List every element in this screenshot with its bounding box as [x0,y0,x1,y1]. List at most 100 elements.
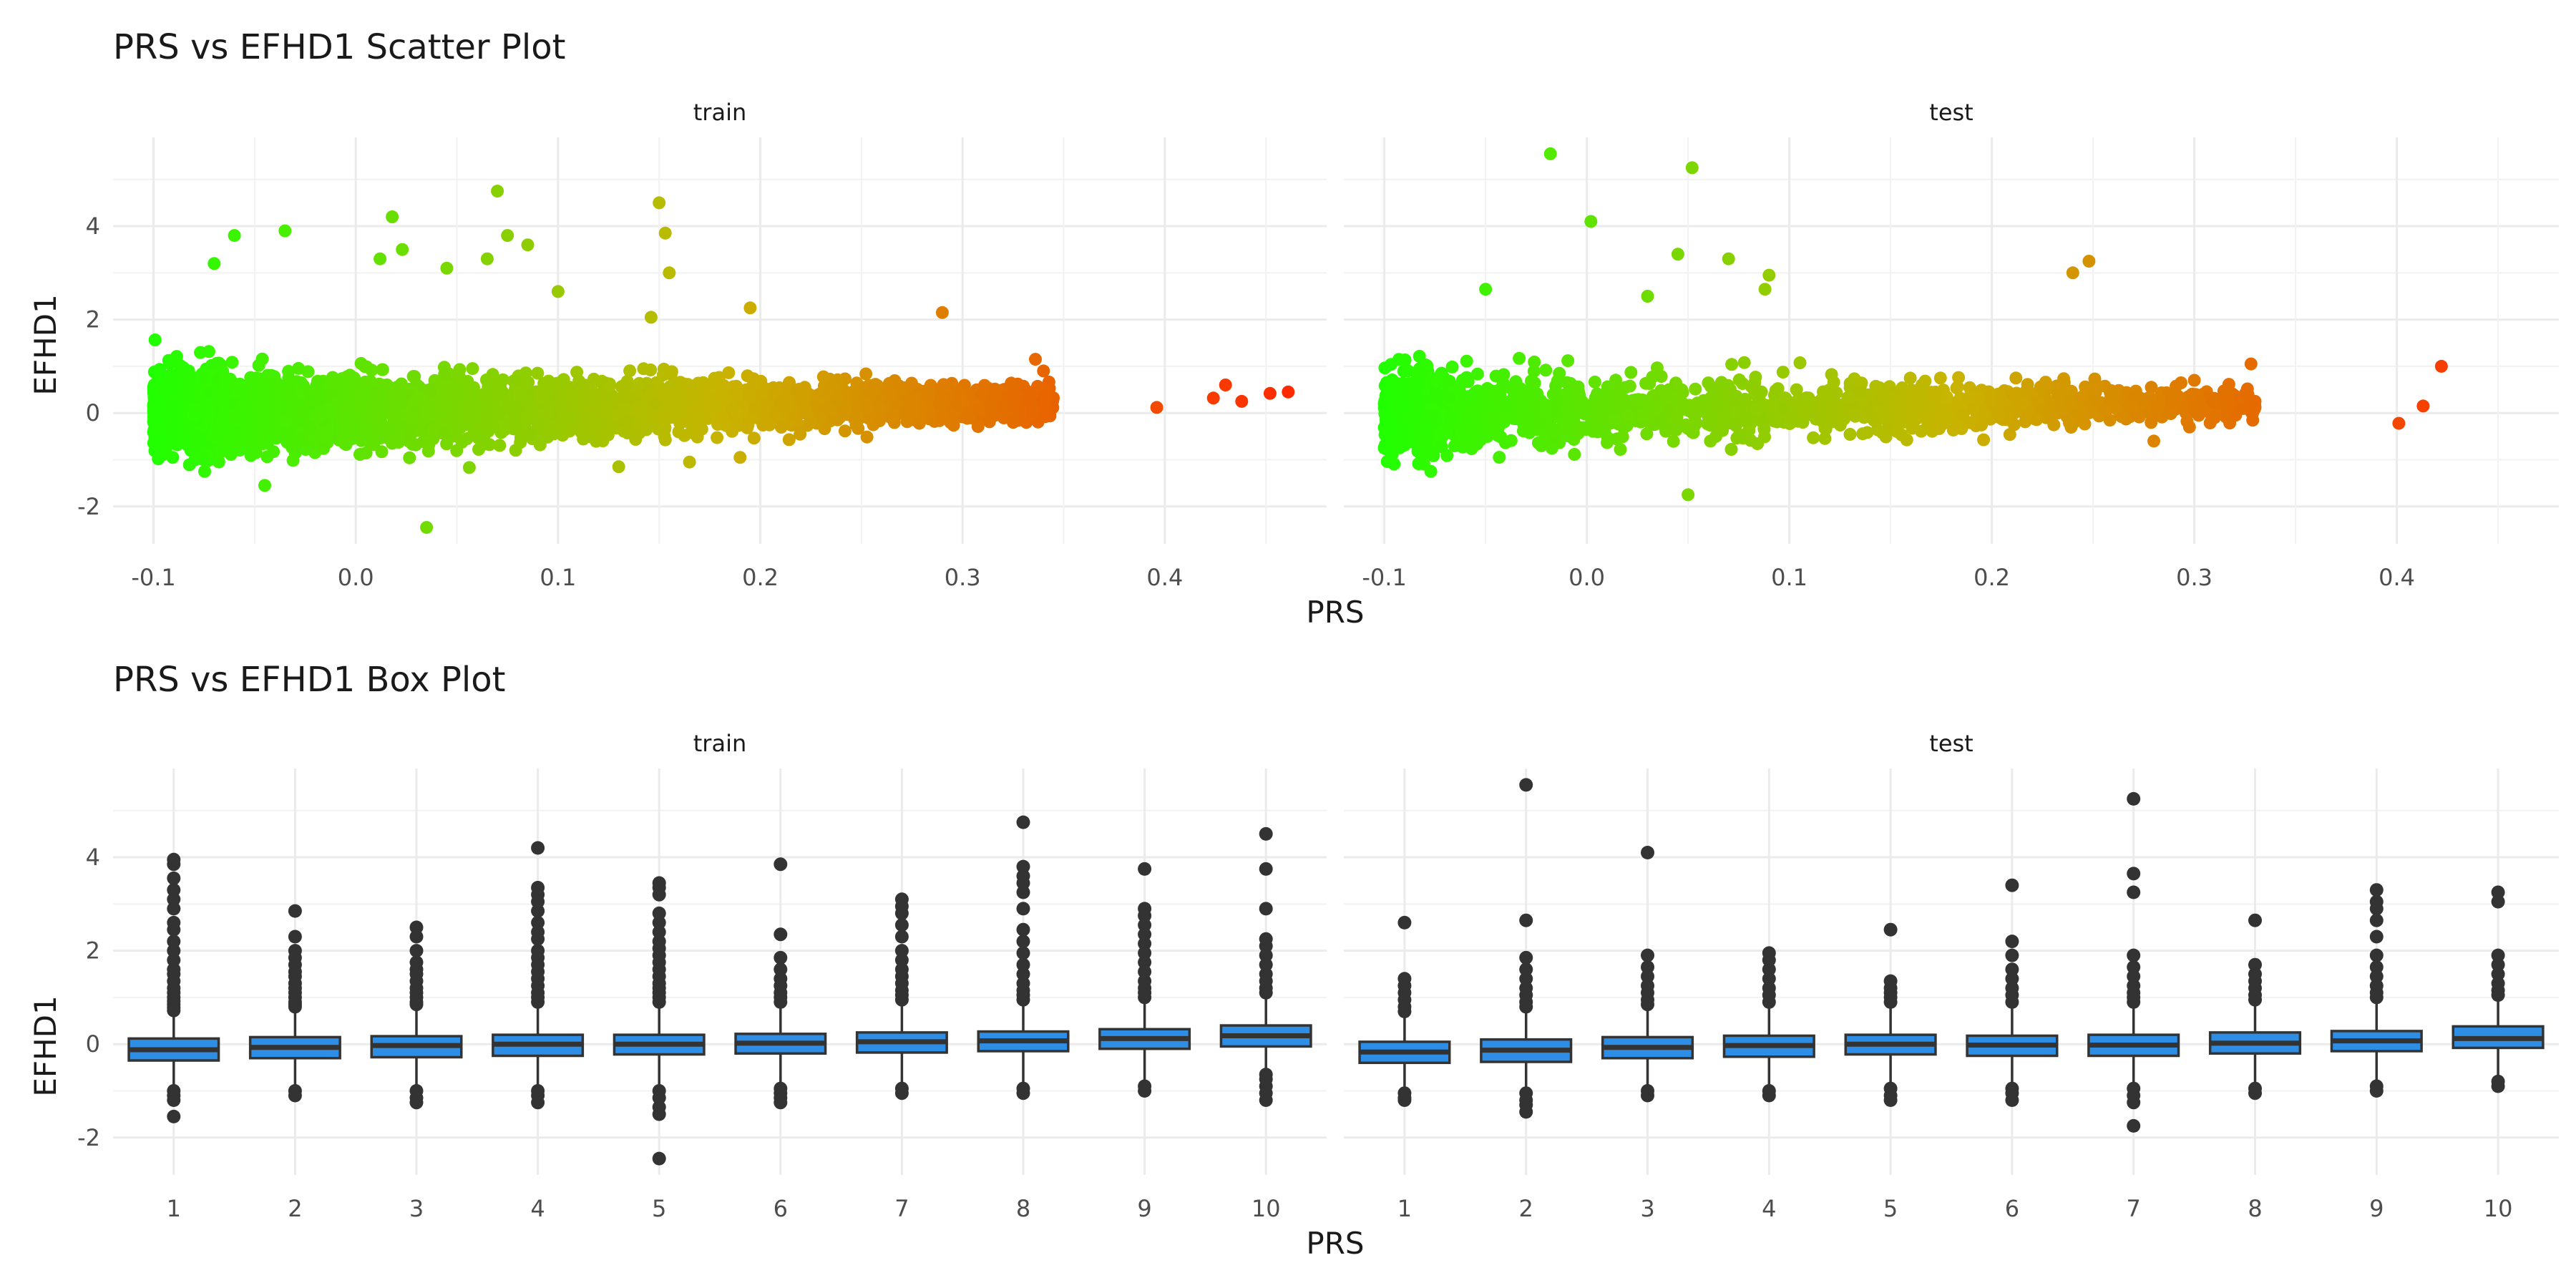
scatter-point [794,427,807,441]
scatter-point [922,391,936,405]
scatter-point [972,403,985,416]
scatter-point-outlier [258,479,271,492]
scatter-point [996,401,1010,414]
scatter-point [1900,433,1913,447]
scatter-point [658,430,671,443]
scatter-point [286,454,300,467]
scatter-point [1689,407,1703,421]
scatter-point-outlier [612,460,625,474]
scatter-point [599,393,613,406]
scatter-point [379,425,393,439]
scatter-point [1724,443,1738,456]
scatter-point [292,361,306,375]
scatter-point [577,432,590,446]
scatter-point [741,421,754,434]
scatter-point [243,384,256,397]
scatter-point [444,416,457,430]
scatter-point [1031,379,1044,393]
scatter-point [198,464,211,478]
scatter-point [760,416,774,429]
scatter-point [182,458,196,472]
scatter-point [771,411,784,424]
scatter-point-outlier [386,210,399,223]
scatter-point [321,401,335,415]
scatter-point-outlier [644,311,658,324]
scatter-point [353,406,367,419]
scatter-point [426,424,439,437]
scatter-point-outlier [420,521,434,535]
scatter-point [907,394,920,406]
scatter-point [343,369,357,382]
scatter-point [371,416,385,430]
scatter-point-outlier [733,451,747,464]
scatter-point [406,411,420,424]
scatter-point [543,426,556,439]
scatter-point [637,362,650,376]
scatter-point [212,455,225,469]
scatter-point-outlier [228,229,241,243]
scatter-point [1513,351,1526,365]
scatter-point [1460,354,1473,368]
scatter-point [1667,434,1680,448]
scatter-point [602,380,616,394]
scatter-point [650,397,663,411]
scatter-point [403,451,416,464]
scatter-point [1527,364,1541,378]
scatter-point [774,396,787,409]
scatter-point [260,430,273,443]
scatter-point [971,420,985,434]
scatter-point [437,426,451,439]
scatter-point [196,453,210,467]
scatter-point [2182,420,2196,434]
scatter-point [796,392,809,406]
scatter-point [507,374,520,388]
scatter-point [162,353,175,367]
scatter-point [283,387,296,401]
scatter-point [621,414,635,428]
scatter-point-outlier [658,226,672,240]
scatter-point [698,383,712,396]
scatter-point-outlier [1029,353,1042,366]
scatter-point [290,397,303,410]
scatter-point [303,422,317,436]
scatter-point [255,352,269,366]
scatter-point [934,382,947,396]
scatter-point [466,362,479,376]
scatter-point [478,386,492,400]
scatter-point [455,436,469,449]
scatter-point-outlier [935,306,949,319]
scatter-point [798,403,811,416]
scatter-point [359,447,373,459]
scatter-point [936,411,950,425]
scatter-point-outlier [551,285,565,298]
scatter-point [327,377,341,391]
scatter-point [540,406,553,420]
scatter-point [520,411,534,424]
scatter-point [711,431,724,444]
scatter-point [2219,410,2233,424]
scatter-point [708,400,721,414]
scatter-point [1550,393,1563,406]
scatter-point [291,437,305,450]
scatter-point [216,385,230,399]
scatter-point [600,405,613,419]
scatter-point [1614,443,1627,457]
scatter-point [225,356,239,369]
scatter-point-outlier [501,229,514,243]
scatter-point [576,392,590,405]
scatter-point [159,383,172,396]
scatter-point-outlier [1235,394,1249,408]
scatter-point [1843,428,1857,441]
scatter-point [407,395,421,409]
scatter-point [453,371,467,384]
scatter-point-outlier [1206,391,1220,405]
scatter-point [193,404,207,417]
scatter-point [250,371,263,385]
scatter-point [680,394,693,408]
scatter-point [354,395,368,408]
scatter-point [482,409,496,423]
scatter-point-outlier [374,252,387,265]
scatter-point [376,363,389,376]
